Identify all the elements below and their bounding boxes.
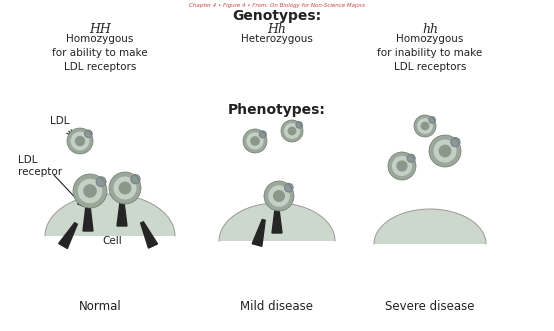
Text: Cell: Cell — [102, 236, 122, 246]
Text: Homozygous
for inability to make
LDL receptors: Homozygous for inability to make LDL rec… — [377, 34, 483, 72]
Circle shape — [83, 184, 97, 198]
Polygon shape — [45, 194, 175, 236]
Circle shape — [131, 175, 140, 184]
Text: Normal: Normal — [79, 300, 121, 313]
Circle shape — [392, 156, 412, 176]
Text: Hh: Hh — [268, 23, 286, 36]
Circle shape — [71, 132, 89, 150]
Circle shape — [451, 138, 460, 147]
Text: Homozygous
for ability to make
LDL receptors: Homozygous for ability to make LDL recep… — [52, 34, 148, 72]
Text: Chapter 4 • Figure 4 • From: On Biology for Non-Science Majors: Chapter 4 • Figure 4 • From: On Biology … — [189, 3, 365, 8]
Circle shape — [114, 176, 136, 200]
Circle shape — [75, 136, 85, 146]
Circle shape — [285, 184, 293, 192]
Circle shape — [109, 172, 141, 204]
Circle shape — [119, 182, 131, 194]
Circle shape — [264, 181, 294, 211]
Circle shape — [268, 185, 290, 207]
Text: LDL: LDL — [50, 116, 70, 126]
Text: Severe disease: Severe disease — [385, 300, 475, 313]
Circle shape — [259, 131, 266, 138]
Circle shape — [407, 154, 415, 162]
Circle shape — [439, 145, 452, 158]
Circle shape — [284, 123, 300, 139]
Circle shape — [67, 128, 93, 154]
Circle shape — [433, 139, 456, 163]
Text: LDL
receptor: LDL receptor — [18, 155, 62, 177]
Text: Genotypes:: Genotypes: — [233, 9, 321, 23]
Polygon shape — [219, 203, 335, 241]
Polygon shape — [141, 222, 157, 248]
Polygon shape — [252, 219, 265, 246]
Circle shape — [429, 135, 461, 167]
Circle shape — [247, 132, 264, 150]
Circle shape — [243, 129, 267, 153]
Circle shape — [429, 117, 435, 123]
Polygon shape — [117, 198, 127, 226]
Circle shape — [73, 174, 107, 208]
Polygon shape — [83, 201, 93, 231]
Circle shape — [281, 120, 303, 142]
Circle shape — [414, 115, 436, 137]
Circle shape — [85, 130, 92, 137]
Text: Mild disease: Mild disease — [240, 300, 314, 313]
Circle shape — [397, 161, 408, 171]
Circle shape — [420, 121, 429, 130]
Polygon shape — [374, 209, 486, 244]
Circle shape — [388, 152, 416, 180]
Circle shape — [417, 118, 433, 134]
Polygon shape — [59, 223, 78, 249]
Circle shape — [96, 177, 106, 186]
Circle shape — [273, 190, 285, 202]
Text: Phenotypes:: Phenotypes: — [228, 103, 326, 117]
Circle shape — [250, 136, 260, 146]
Circle shape — [296, 122, 302, 128]
Circle shape — [288, 126, 296, 135]
Text: hh: hh — [422, 23, 438, 36]
Circle shape — [78, 179, 102, 203]
Text: Heterozygous: Heterozygous — [241, 34, 313, 44]
Text: HH: HH — [89, 23, 111, 36]
Polygon shape — [272, 205, 282, 233]
